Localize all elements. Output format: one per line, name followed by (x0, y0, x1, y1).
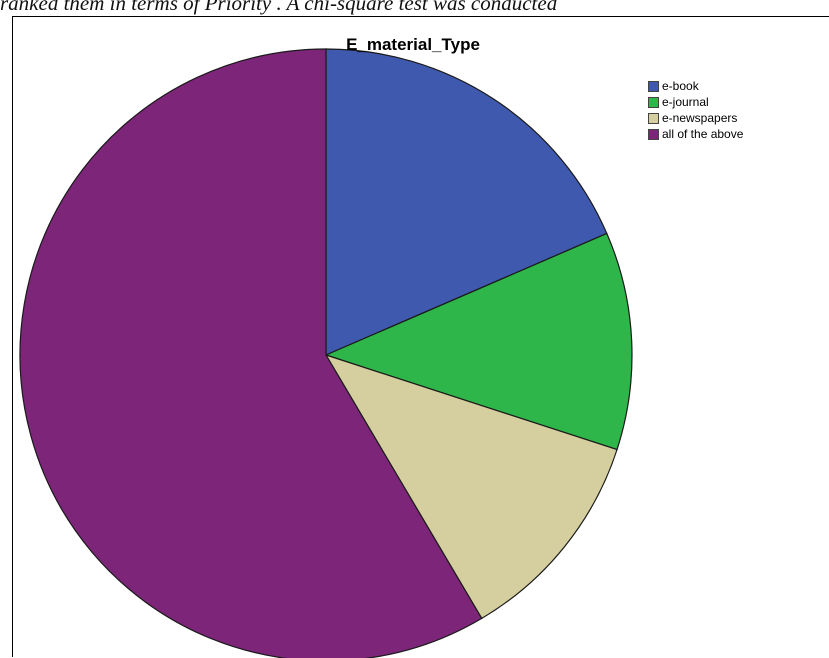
legend-swatch (648, 96, 659, 108)
pie-slice-e-book (325, 48, 608, 356)
chart-legend: e-book e-journal e-newspapers all of the ab… (648, 78, 743, 142)
legend-swatch (648, 80, 659, 92)
legend-item: e-journal (648, 94, 743, 110)
legend-label: e-journal (662, 95, 709, 109)
chart-title: E_material_Type (346, 35, 480, 54)
pie-slice-e-journal (324, 232, 633, 451)
pie-slice-all-of-the-above (19, 48, 483, 658)
legend-swatch (648, 128, 659, 140)
legend-label: all of the above (662, 127, 744, 141)
legend-label: e-book (662, 79, 699, 93)
legend-swatch (648, 112, 659, 124)
legend-item: e-book (648, 78, 743, 94)
chart-frame: E_material_Type e-book e-journal e-newspap… (12, 16, 829, 658)
legend-label: e-newspapers (662, 111, 738, 125)
pie-chart (19, 48, 633, 658)
pie-slice-e-newspapers (324, 353, 618, 620)
caption-text: ranked them in terms of Priority . A chi… (0, 0, 558, 15)
legend-item: all of the above (648, 126, 743, 142)
legend-item: e-newspapers (648, 110, 743, 126)
